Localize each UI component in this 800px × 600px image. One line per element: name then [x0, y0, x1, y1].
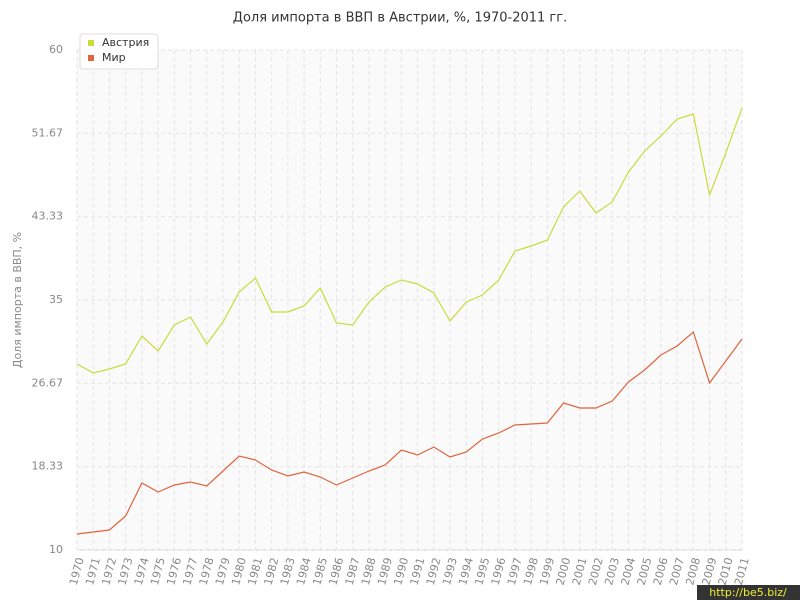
watermark-bg [697, 585, 800, 600]
line-series [76, 330, 743, 535]
legend [79, 33, 159, 70]
y-tick-label: 51.67 [32, 126, 64, 139]
line-series [76, 107, 743, 374]
legend-swatch [88, 55, 94, 61]
chart-title: Доля импорта в ВВП в Австрии, %, 1970-20… [233, 11, 567, 26]
watermark: http://be5.biz/ [709, 586, 787, 599]
y-tick-label: 10 [49, 543, 63, 556]
y-tick-label: 18.33 [32, 460, 64, 473]
y-tick-label: 43.33 [32, 210, 64, 223]
legend-label: Мир [102, 51, 126, 64]
y-tick-label: 60 [49, 43, 63, 56]
y-axis-label: Доля импорта в ВВП, % [11, 232, 24, 368]
y-tick-label: 26.67 [32, 376, 64, 389]
y-tick-label: 35 [49, 293, 63, 306]
legend-label: Австрия [102, 36, 149, 49]
legend-swatch [88, 40, 94, 46]
